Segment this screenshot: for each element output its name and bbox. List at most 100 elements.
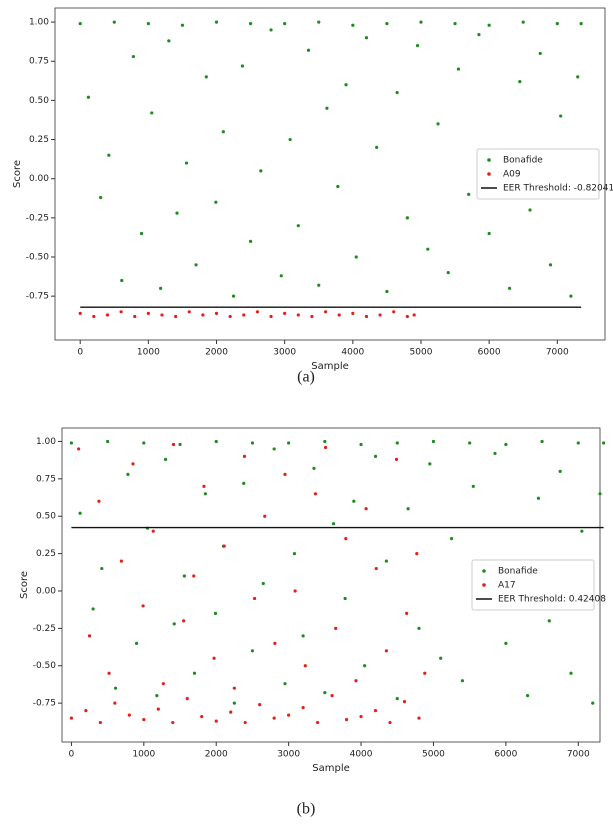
point [296,313,300,317]
y-tick-label: -0.50 [33,661,57,671]
point [204,75,208,79]
point [313,492,318,496]
point [261,581,265,586]
point [394,457,399,461]
legend-marker [487,172,491,176]
caption: (a) [297,369,315,386]
point [388,720,392,725]
point [98,720,102,725]
point [243,720,247,725]
point [288,137,292,142]
point [359,714,363,719]
x-axis-label: Sample [312,763,350,774]
y-axis-label: Score [19,571,30,599]
point [249,239,253,243]
point [296,224,300,228]
point [471,484,475,488]
point [493,451,497,456]
point [283,472,287,476]
point [487,23,491,27]
point [229,710,233,714]
point [312,466,316,470]
point [317,283,321,287]
y-tick-label: 0.75 [36,474,56,484]
point [504,641,508,645]
point [354,679,358,683]
y-tick-label: -0.75 [33,699,56,709]
point [417,626,421,630]
point [569,671,573,675]
point [412,313,416,317]
point [146,22,150,26]
point [456,67,461,71]
y-tick-label: 0.00 [29,174,49,184]
point [69,716,74,720]
y-tick-label: 0.75 [29,57,49,67]
point [171,720,175,725]
point [258,703,262,707]
x-tick-label: 3000 [277,750,300,760]
legend-marker [487,158,491,162]
point [163,457,168,461]
x-tick-label: 7000 [567,750,590,760]
point [384,649,388,653]
caption: (b) [297,801,316,818]
point [423,671,427,675]
point [460,679,465,683]
point [352,499,356,503]
point [385,289,389,294]
point [184,161,189,165]
point [221,130,225,134]
point [222,544,226,548]
point [119,559,123,563]
point [468,441,472,445]
point [185,697,189,701]
plot-frame [61,427,601,743]
point [203,492,207,496]
point [232,686,236,690]
point [518,80,522,84]
point [214,20,219,24]
point [323,439,327,444]
point [405,611,409,616]
point [214,200,218,204]
point [521,20,525,24]
point [538,51,542,56]
point [310,314,314,319]
point [364,36,369,40]
point [213,611,218,616]
point [182,574,186,578]
point [293,589,297,593]
y-tick-label: -0.75 [26,292,49,302]
x-tick-label: 2000 [205,348,228,358]
point [178,442,182,447]
x-tick-label: 4000 [350,750,373,760]
point [591,701,595,705]
x-tick-label: 6000 [494,750,517,760]
point [428,462,432,466]
point [287,713,291,717]
point [426,247,430,251]
point [525,694,530,698]
y-tick-label: 0.25 [29,135,49,145]
point [107,153,111,157]
x-tick-label: 7000 [546,348,569,358]
point [364,507,368,511]
point [78,311,82,315]
point [133,314,137,319]
legend-label: EER Threshold: -0.82041 [503,184,613,194]
point [259,169,263,173]
point [431,439,436,444]
point [292,552,297,556]
point [351,311,355,315]
point [200,714,204,719]
point [528,208,532,212]
point [343,596,347,601]
point [78,511,82,515]
y-tick-label: 0.50 [36,512,56,522]
legend-label: A09 [503,170,521,180]
x-tick-label: 0 [77,348,83,358]
point [580,529,584,533]
point [331,522,336,526]
